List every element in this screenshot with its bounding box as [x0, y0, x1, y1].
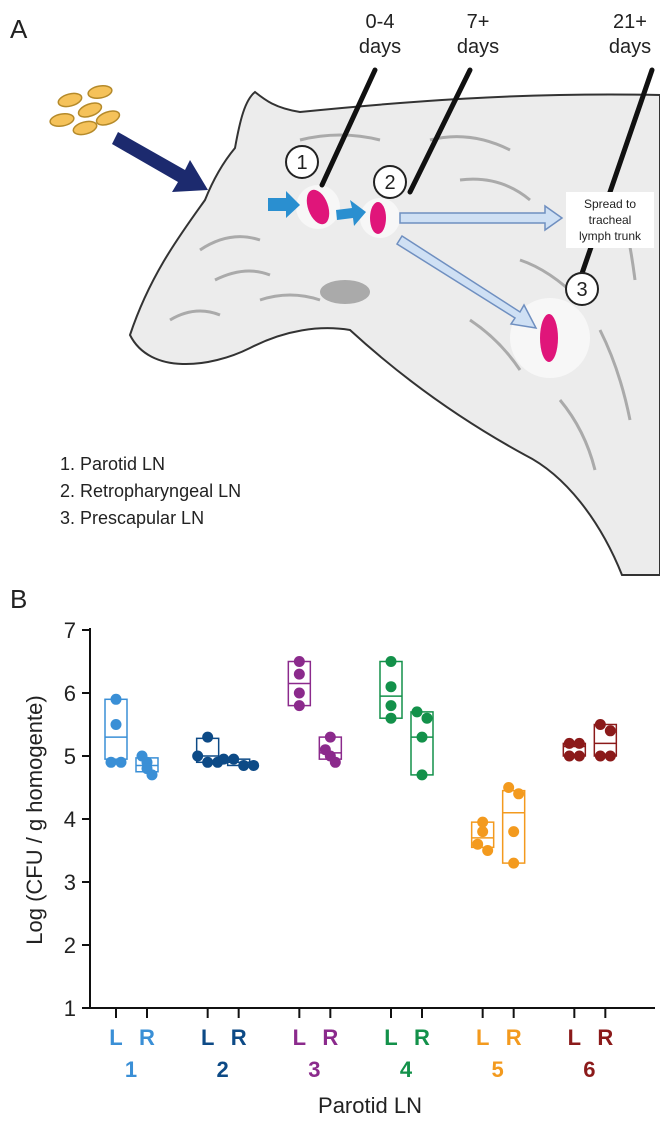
- panel-letter: A: [10, 14, 28, 44]
- point: [294, 669, 305, 680]
- point: [513, 788, 524, 799]
- point: [386, 713, 397, 724]
- node-number: 2: [384, 172, 395, 194]
- point: [386, 700, 397, 711]
- group-label: 3: [308, 1057, 320, 1082]
- point: [508, 858, 519, 869]
- stage-label: days: [359, 36, 401, 58]
- y-tick-label: 6: [64, 681, 76, 706]
- point: [595, 719, 606, 730]
- point: [116, 757, 127, 768]
- point: [386, 681, 397, 692]
- point: [218, 754, 229, 765]
- point: [386, 656, 397, 667]
- point: [482, 845, 493, 856]
- point: [564, 751, 575, 762]
- box-label: L: [293, 1025, 306, 1050]
- point: [595, 751, 606, 762]
- point: [325, 732, 336, 743]
- point: [472, 839, 483, 850]
- group-label: 5: [492, 1057, 504, 1082]
- point: [417, 769, 428, 780]
- stage-label: 7+: [467, 11, 490, 33]
- legend-item: 1. Parotid LN: [60, 454, 165, 474]
- stage-label: 21+: [613, 11, 647, 33]
- box-label: R: [597, 1025, 613, 1050]
- point: [294, 688, 305, 699]
- box-label: R: [414, 1025, 430, 1050]
- point: [605, 751, 616, 762]
- group-label: 4: [400, 1057, 413, 1082]
- point: [111, 719, 122, 730]
- point: [477, 817, 488, 828]
- point: [294, 700, 305, 711]
- y-tick-label: 7: [64, 618, 76, 643]
- point: [508, 826, 519, 837]
- box-label: L: [109, 1025, 122, 1050]
- point: [202, 732, 213, 743]
- point: [422, 713, 433, 724]
- x-axis-label: Parotid LN: [318, 1093, 422, 1118]
- panel-letter: B: [10, 584, 27, 614]
- y-tick-label: 3: [64, 870, 76, 895]
- point: [417, 732, 428, 743]
- y-axis-label: Log (CFU / g homogente): [22, 695, 47, 944]
- point: [111, 694, 122, 705]
- figure: A: [0, 0, 660, 1124]
- node-number: 3: [576, 279, 587, 301]
- box-label: L: [201, 1025, 214, 1050]
- box-label: L: [476, 1025, 489, 1050]
- point: [192, 751, 203, 762]
- stage-label: days: [457, 36, 499, 58]
- point: [228, 754, 239, 765]
- point: [574, 751, 585, 762]
- point: [574, 738, 585, 749]
- spread-note: tracheal: [589, 213, 632, 227]
- legend-item: 3. Prescapular LN: [60, 508, 204, 528]
- group-label: 2: [217, 1057, 229, 1082]
- box-label: R: [231, 1025, 247, 1050]
- point: [412, 706, 423, 717]
- point: [202, 757, 213, 768]
- y-tick-label: 1: [64, 996, 76, 1021]
- point: [147, 769, 158, 780]
- stage-label: days: [609, 36, 651, 58]
- box-label: L: [568, 1025, 581, 1050]
- point: [564, 738, 575, 749]
- group-label: 6: [583, 1057, 595, 1082]
- box-label: R: [139, 1025, 155, 1050]
- y-tick-label: 2: [64, 933, 76, 958]
- point: [330, 757, 341, 768]
- point: [294, 656, 305, 667]
- spread-note: Spread to: [584, 197, 636, 211]
- point: [106, 757, 117, 768]
- y-tick-label: 5: [64, 744, 76, 769]
- stage-label: 0-4: [366, 11, 395, 33]
- point: [477, 826, 488, 837]
- legend-item: 2. Retropharyngeal LN: [60, 481, 241, 501]
- point: [503, 782, 514, 793]
- box-label: R: [506, 1025, 522, 1050]
- box-label: L: [384, 1025, 397, 1050]
- point: [238, 760, 249, 771]
- point: [248, 760, 259, 771]
- node-number: 1: [296, 152, 307, 174]
- group-label: 1: [125, 1057, 137, 1082]
- point: [605, 725, 616, 736]
- y-tick-label: 4: [64, 807, 76, 832]
- spread-note: lymph trunk: [579, 229, 642, 243]
- box-label: R: [322, 1025, 338, 1050]
